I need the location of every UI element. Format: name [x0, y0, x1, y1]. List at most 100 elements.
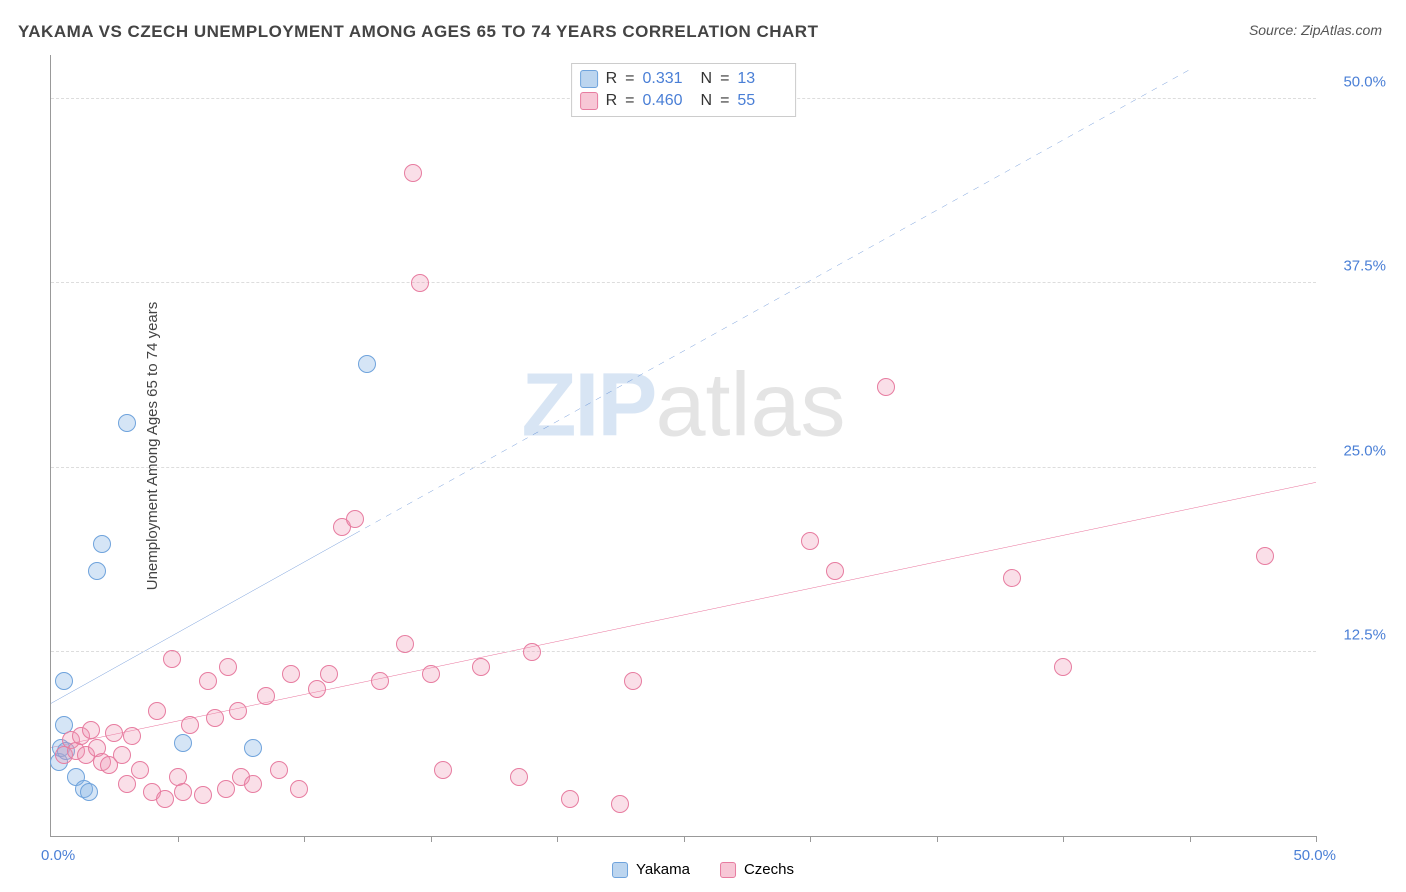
data-point [1054, 658, 1072, 676]
legend-item: Yakama [612, 861, 690, 878]
legend-swatch [720, 862, 736, 878]
source-name: ZipAtlas.com [1301, 22, 1382, 38]
source-prefix: Source: [1249, 22, 1301, 38]
correlation-legend: R = 0.331 N = 13 R = 0.460 N = 55 [571, 63, 797, 117]
data-point [163, 650, 181, 668]
y-tick-label: 25.0% [1326, 442, 1386, 459]
legend-n-value: 55 [737, 92, 787, 110]
watermark-atlas: atlas [655, 356, 845, 456]
data-point [244, 775, 262, 793]
legend-r-value: 0.460 [643, 92, 693, 110]
data-point [290, 780, 308, 798]
y-tick-label: 50.0% [1326, 74, 1386, 91]
legend-eq: = [720, 92, 729, 110]
data-point [93, 535, 111, 553]
data-point [55, 672, 73, 690]
chart-title: YAKAMA VS CZECH UNEMPLOYMENT AMONG AGES … [18, 22, 818, 42]
x-tick [937, 836, 938, 842]
data-point [1256, 547, 1274, 565]
data-point [217, 780, 235, 798]
y-tick-label: 37.5% [1326, 258, 1386, 275]
data-point [411, 274, 429, 292]
data-point [346, 510, 364, 528]
legend-row: R = 0.460 N = 55 [580, 90, 788, 112]
data-point [1003, 569, 1021, 587]
data-point [123, 727, 141, 745]
source-attribution: Source: ZipAtlas.com [1249, 22, 1382, 38]
data-point [88, 562, 106, 580]
data-point [270, 761, 288, 779]
x-tick [684, 836, 685, 842]
gridline [51, 467, 1316, 468]
legend-label: Yakama [636, 861, 690, 878]
data-point [105, 724, 123, 742]
data-point [118, 414, 136, 432]
data-point [320, 665, 338, 683]
data-point [404, 164, 422, 182]
data-point [523, 643, 541, 661]
x-tick [431, 836, 432, 842]
data-point [434, 761, 452, 779]
legend-n-label: N [701, 92, 713, 110]
data-point [113, 746, 131, 764]
data-point [826, 562, 844, 580]
data-point [181, 716, 199, 734]
legend-label: Czechs [744, 861, 794, 878]
legend-r-label: R [606, 92, 618, 110]
data-point [80, 783, 98, 801]
legend-row: R = 0.331 N = 13 [580, 68, 788, 90]
data-point [148, 702, 166, 720]
legend-n-label: N [701, 70, 713, 88]
legend-item: Czechs [720, 861, 794, 878]
data-point [194, 786, 212, 804]
y-tick-label: 12.5% [1326, 626, 1386, 643]
legend-r-label: R [606, 70, 618, 88]
data-point [156, 790, 174, 808]
data-point [82, 721, 100, 739]
data-point [510, 768, 528, 786]
x-tick [1316, 836, 1317, 842]
regression-line [355, 70, 1190, 534]
x-tick [178, 836, 179, 842]
data-point [396, 635, 414, 653]
data-point [308, 680, 326, 698]
gridline [51, 651, 1316, 652]
x-axis-max-label: 50.0% [1293, 847, 1336, 864]
data-point [358, 355, 376, 373]
data-point [611, 795, 629, 813]
series-legend: Yakama Czechs [612, 861, 794, 878]
data-point [229, 702, 247, 720]
legend-eq: = [625, 70, 634, 88]
data-point [877, 378, 895, 396]
x-tick [557, 836, 558, 842]
data-point [624, 672, 642, 690]
data-point [371, 672, 389, 690]
data-point [257, 687, 275, 705]
legend-n-value: 13 [737, 70, 787, 88]
data-point [118, 775, 136, 793]
watermark: ZIPatlas [521, 355, 845, 458]
scatter-plot-area: ZIPatlas R=0.331N=13R=0.460N=55 0.0% 50.… [50, 55, 1316, 837]
legend-r-value: 0.331 [643, 70, 693, 88]
data-point [472, 658, 490, 676]
x-tick [1063, 836, 1064, 842]
legend-eq: = [625, 92, 634, 110]
gridline [51, 282, 1316, 283]
data-point [174, 783, 192, 801]
legend-swatch [612, 862, 628, 878]
data-point [244, 739, 262, 757]
data-point [282, 665, 300, 683]
data-point [206, 709, 224, 727]
x-tick [1190, 836, 1191, 842]
data-point [131, 761, 149, 779]
legend-swatch [580, 92, 598, 110]
data-point [801, 532, 819, 550]
x-tick [304, 836, 305, 842]
watermark-zip: ZIP [521, 356, 655, 456]
data-point [422, 665, 440, 683]
data-point [219, 658, 237, 676]
x-axis-min-label: 0.0% [41, 847, 75, 864]
legend-swatch [580, 70, 598, 88]
data-point [199, 672, 217, 690]
legend-eq: = [720, 70, 729, 88]
